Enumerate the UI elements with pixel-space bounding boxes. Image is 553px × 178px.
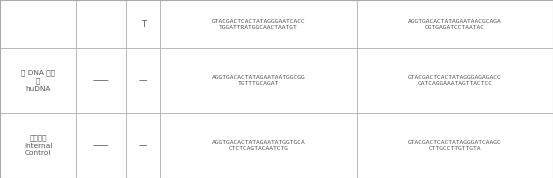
Bar [357, 113, 553, 178]
Bar [76, 113, 126, 178]
Text: ——: —— [93, 141, 109, 150]
Bar [160, 113, 357, 178]
Text: —: — [139, 141, 148, 150]
Bar [126, 48, 160, 113]
Text: 反应内参
Internal
Control: 反应内参 Internal Control [24, 135, 53, 156]
Bar [126, 0, 160, 48]
Text: —: — [139, 76, 148, 85]
Bar [126, 113, 160, 178]
Text: GTACGACTCACTATAGGGAGAGACC
CATCAGGAAATAGTTACTCC: GTACGACTCACTATAGGGAGAGACC CATCAGGAAATAGT… [408, 75, 502, 86]
Bar [0, 113, 76, 178]
Bar [160, 0, 357, 48]
Bar [0, 0, 76, 48]
Bar [76, 48, 126, 113]
Bar [357, 0, 553, 48]
Bar [357, 48, 553, 113]
Text: T: T [140, 20, 146, 29]
Text: ——: —— [93, 76, 109, 85]
Text: GTACGACTCACTATAGGGATCAAGC
CTTGCCTTGTTGTA: GTACGACTCACTATAGGGATCAAGC CTTGCCTTGTTGTA [408, 140, 502, 151]
Text: GTACGACTCACTATAGGGAATCACC
TGGATTRATGGCAACTAATGT: GTACGACTCACTATAGGGAATCACC TGGATTRATGGCAA… [212, 19, 305, 30]
Text: AGGTGACACTATAGAATATGGTGCA
CTCTCAGTACAATCTG: AGGTGACACTATAGAATATGGTGCA CTCTCAGTACAATC… [212, 140, 305, 151]
Text: 人 DNA 内参
参
huDNA: 人 DNA 内参 参 huDNA [21, 70, 55, 92]
Text: AGGTGACACTATAGAATAATGGCGG
TGTTTGCAGAT: AGGTGACACTATAGAATAATGGCGG TGTTTGCAGAT [212, 75, 305, 86]
Bar [0, 48, 76, 113]
Bar [76, 0, 126, 48]
Bar [160, 48, 357, 113]
Text: AGGTGACACTATAGAATAACGCAGA
CGTGAGATCCTAATAC: AGGTGACACTATAGAATAACGCAGA CGTGAGATCCTAAT… [408, 19, 502, 30]
